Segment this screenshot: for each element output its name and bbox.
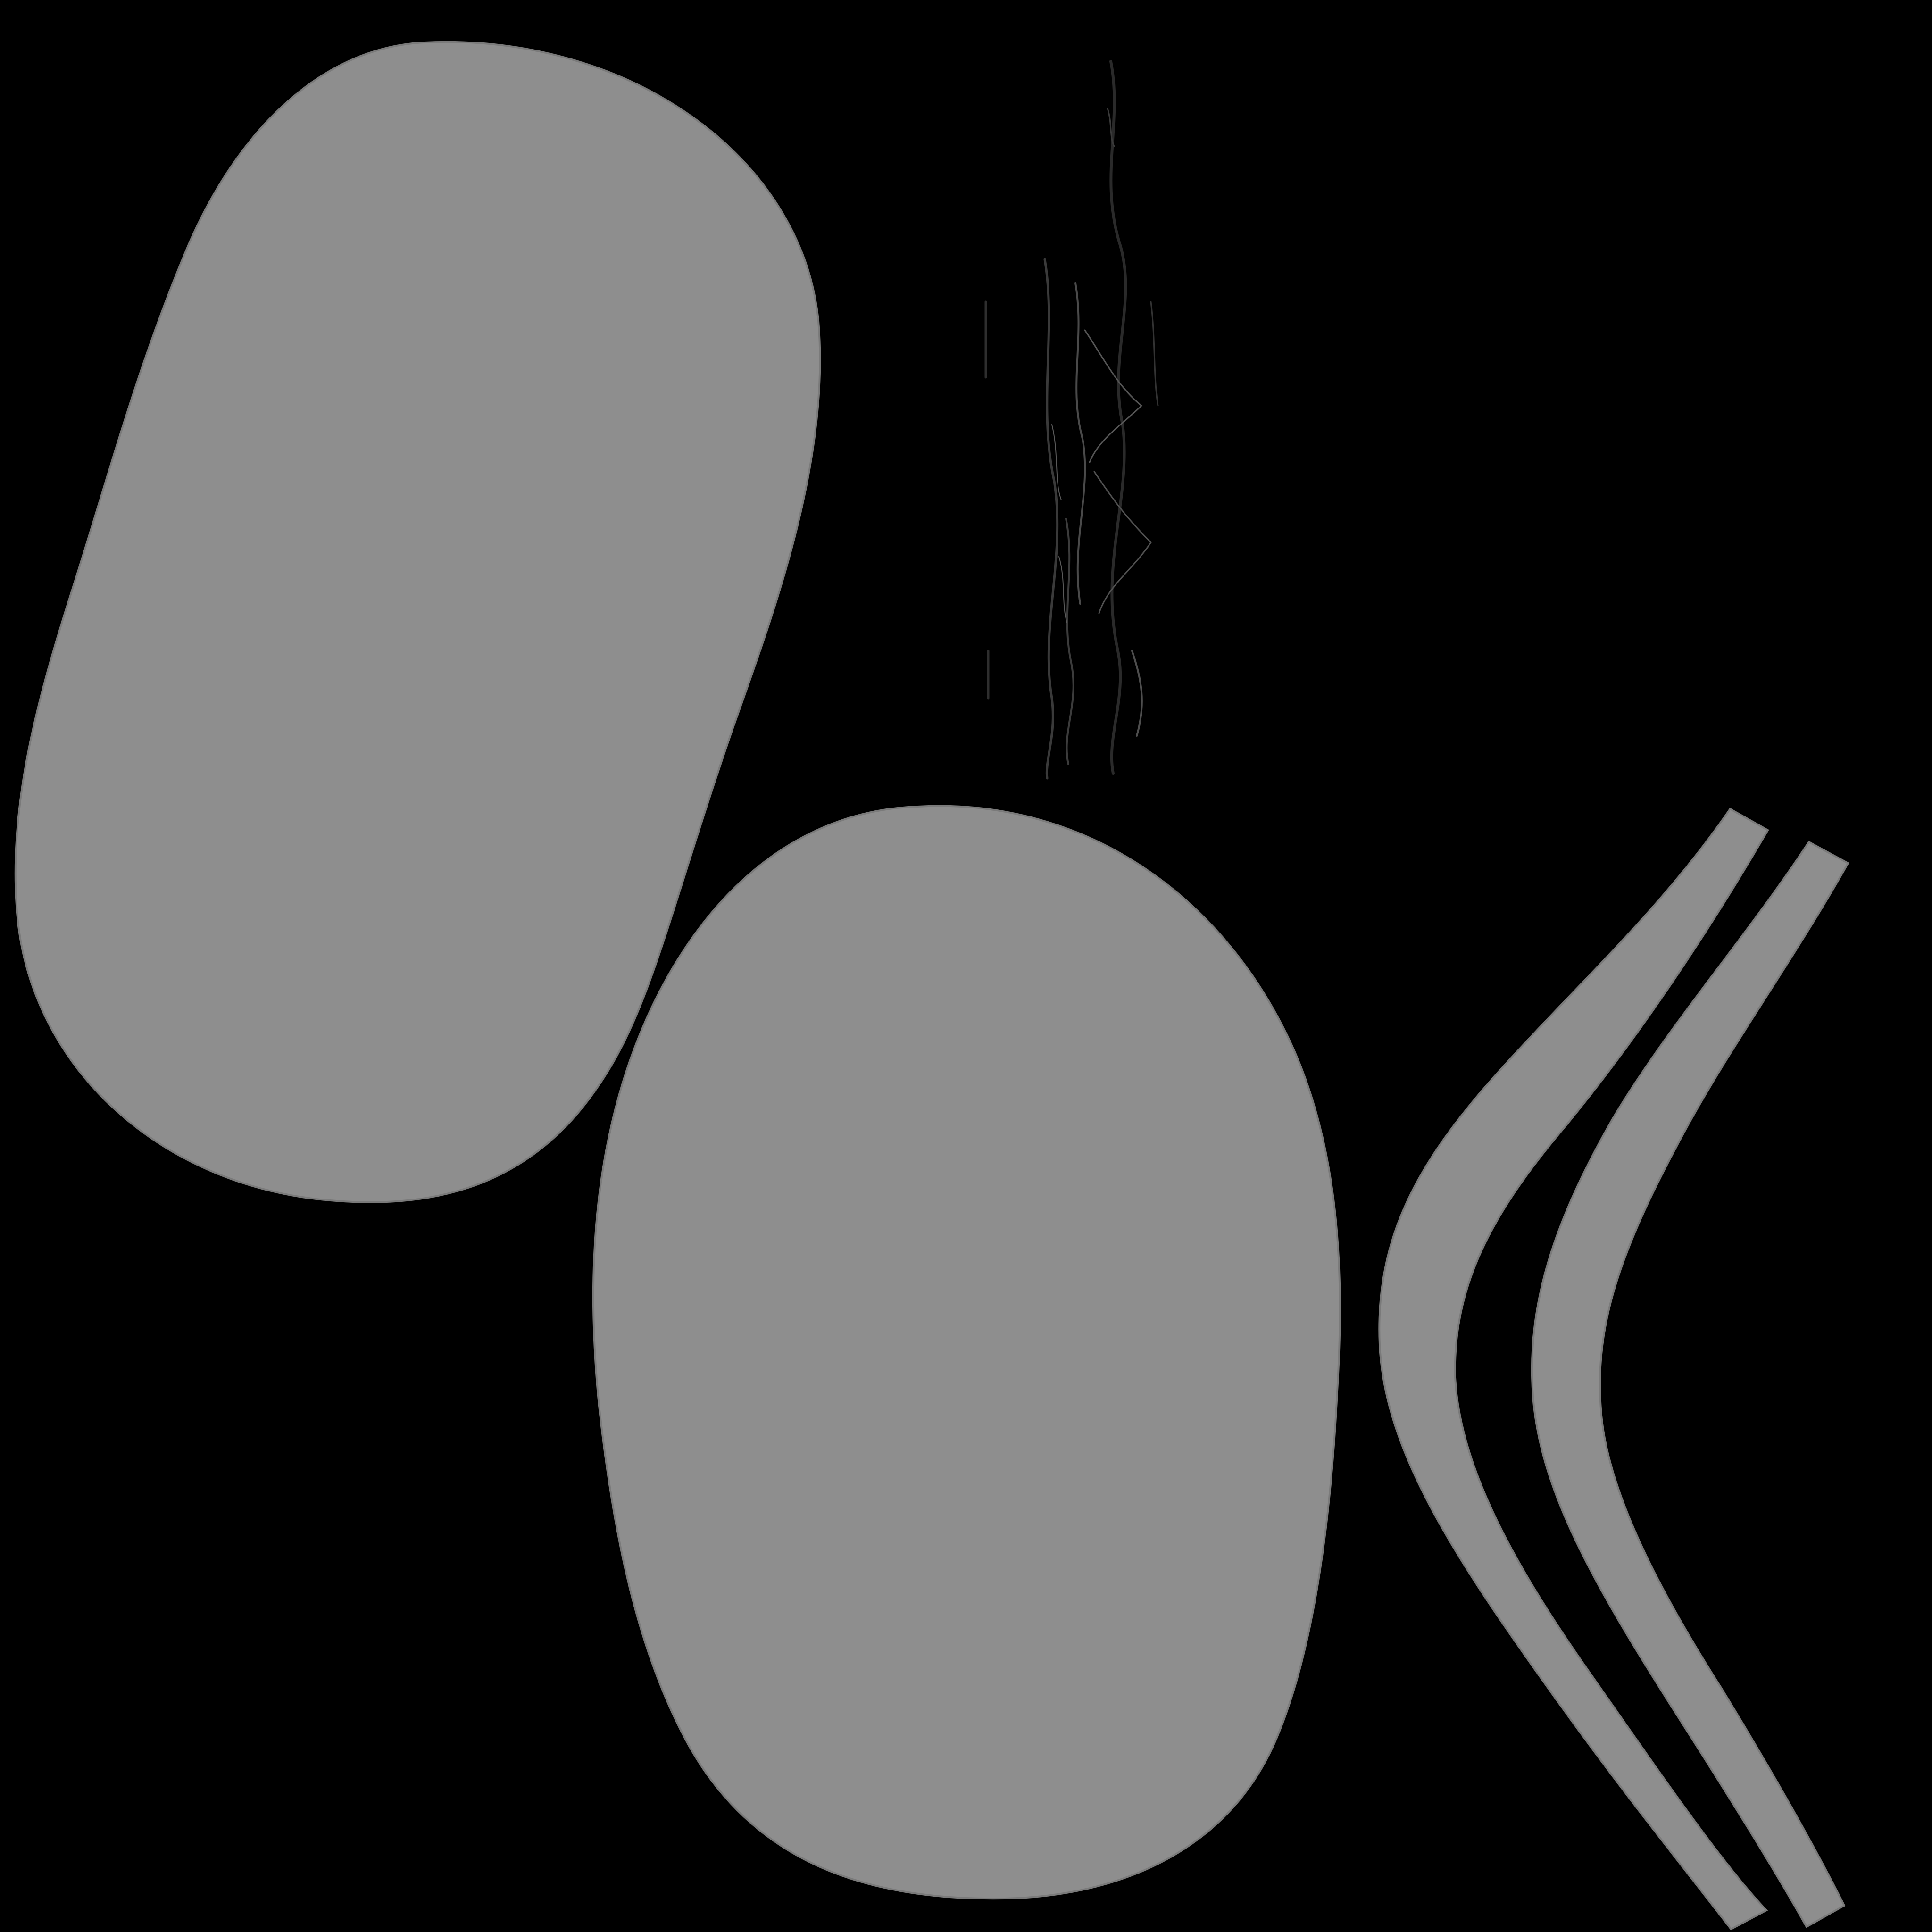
dark-wood-grain-fragment xyxy=(984,60,1159,780)
curved-strip-left xyxy=(1378,808,1769,1931)
curved-strip-right xyxy=(1531,841,1849,1928)
large-oval-patch-lower-center xyxy=(592,805,1341,1900)
large-oval-patch-upper-left xyxy=(14,41,821,1203)
